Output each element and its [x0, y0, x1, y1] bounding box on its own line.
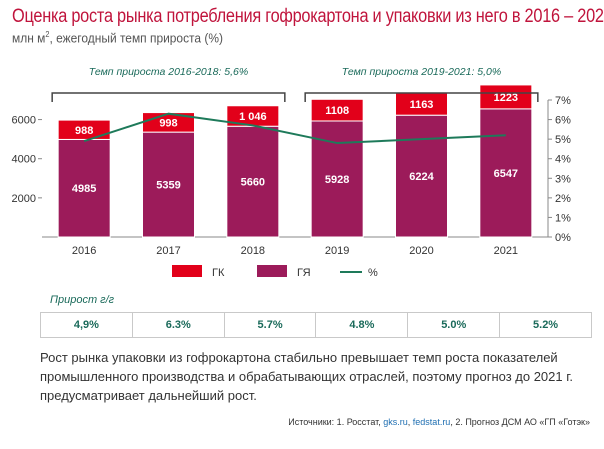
- y2-axis-tick-label: 2%: [555, 193, 571, 205]
- annotation-label: Темп прироста 2019-2021: 5,0%: [342, 66, 501, 78]
- bar-value-label-gk: 1163: [410, 99, 434, 111]
- bar-value-label-gk: 1108: [325, 105, 349, 117]
- annotation-label: Темп прироста 2016-2018: 5,6%: [89, 66, 248, 78]
- chart-title: Оценка роста рынка потребления гофрокарт…: [12, 6, 604, 27]
- growth-cell: 4,9%: [41, 313, 133, 337]
- bar-segment-gya: [226, 125, 280, 238]
- bar-segment-gk: [479, 84, 533, 110]
- x-axis-tick-label: 2016: [72, 245, 96, 257]
- chart-subtitle: млн м2, ежегодный темп прироста (%): [12, 30, 223, 46]
- legend-swatch: [257, 265, 287, 277]
- bar-value-label-gk: 1223: [494, 92, 518, 104]
- bar-value-label-gya: 5660: [241, 177, 265, 189]
- legend-label: ГК: [212, 267, 225, 279]
- y2-axis-tick-label: 0%: [555, 232, 571, 244]
- growth-cell: 6.3%: [133, 313, 225, 337]
- bar-line-chart: 2000 4000 6000 0% 1% 2% 3% 4% 5% 6% 7% 4985 988 2016 5…: [12, 66, 572, 279]
- bar-value-label-gk: 988: [75, 125, 93, 137]
- sources-line: Источники: 1. Росстат, gks.ru, fedstat.r…: [288, 417, 590, 427]
- y2-axis-tick-label: 5%: [555, 134, 571, 146]
- y-axis-tick-label: 4000: [12, 154, 36, 166]
- bar-segment-gya: [395, 114, 448, 238]
- bar-segment-gk: [310, 98, 364, 122]
- source-link-gks[interactable]: gks.ru: [383, 417, 408, 427]
- y2-axis-tick-label: 4%: [555, 154, 571, 166]
- y-axis-tick-label: 2000: [12, 193, 36, 205]
- y2-axis-tick-label: 7%: [555, 95, 571, 107]
- growth-cell: 5.0%: [408, 313, 501, 337]
- bar-value-label-gya: 5359: [156, 180, 180, 192]
- bar-value-label-gk: 998: [159, 117, 177, 129]
- bar-value-label-gk: 1 046: [239, 111, 267, 123]
- bar-segment-gk: [57, 119, 111, 140]
- bar-segment-gya: [479, 108, 533, 238]
- legend-swatch: [172, 265, 202, 277]
- y-axis-tick-label: 6000: [12, 115, 36, 127]
- bar-value-label-gya: 6224: [409, 171, 434, 183]
- bar-value-label-gya: 6547: [494, 168, 518, 180]
- x-axis-tick-label: 2020: [409, 245, 433, 257]
- legend-label: %: [368, 267, 378, 279]
- annotation-bracket: [51, 92, 286, 102]
- x-axis-tick-label: 2018: [241, 245, 265, 257]
- y2-axis-tick-label: 3%: [555, 173, 571, 185]
- description-text: Рост рынка упаковки из гофрокартона стаб…: [40, 350, 573, 403]
- y2-axis-tick-label: 6%: [555, 115, 571, 127]
- growth-table: 4,9% 6.3% 5.7% 4.8% 5.0% 5.2%: [40, 312, 592, 338]
- bar-value-label-gya: 5928: [325, 174, 349, 186]
- source-link-fedstat[interactable]: fedstat.ru: [412, 417, 451, 427]
- y2-axis-tick-label: 1%: [555, 212, 571, 224]
- growth-cell: 4.8%: [316, 313, 409, 337]
- growth-cell: 5.7%: [225, 313, 317, 337]
- bar-segment-gya: [142, 131, 195, 238]
- legend-label: ГЯ: [297, 267, 311, 279]
- annotation-bracket: [304, 92, 539, 102]
- x-axis-tick-label: 2021: [494, 245, 518, 257]
- bar-segment-gya: [57, 138, 111, 238]
- growth-rate-line: [83, 112, 506, 145]
- x-axis-tick-label: 2019: [325, 245, 349, 257]
- growth-label: Прирост г/г: [50, 294, 115, 306]
- growth-cell: 5.2%: [533, 319, 559, 331]
- x-axis-tick-label: 2017: [156, 245, 180, 257]
- bar-value-label-gya: 4985: [72, 183, 96, 195]
